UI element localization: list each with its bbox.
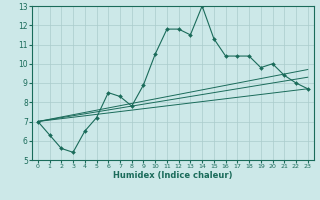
X-axis label: Humidex (Indice chaleur): Humidex (Indice chaleur)	[113, 171, 233, 180]
